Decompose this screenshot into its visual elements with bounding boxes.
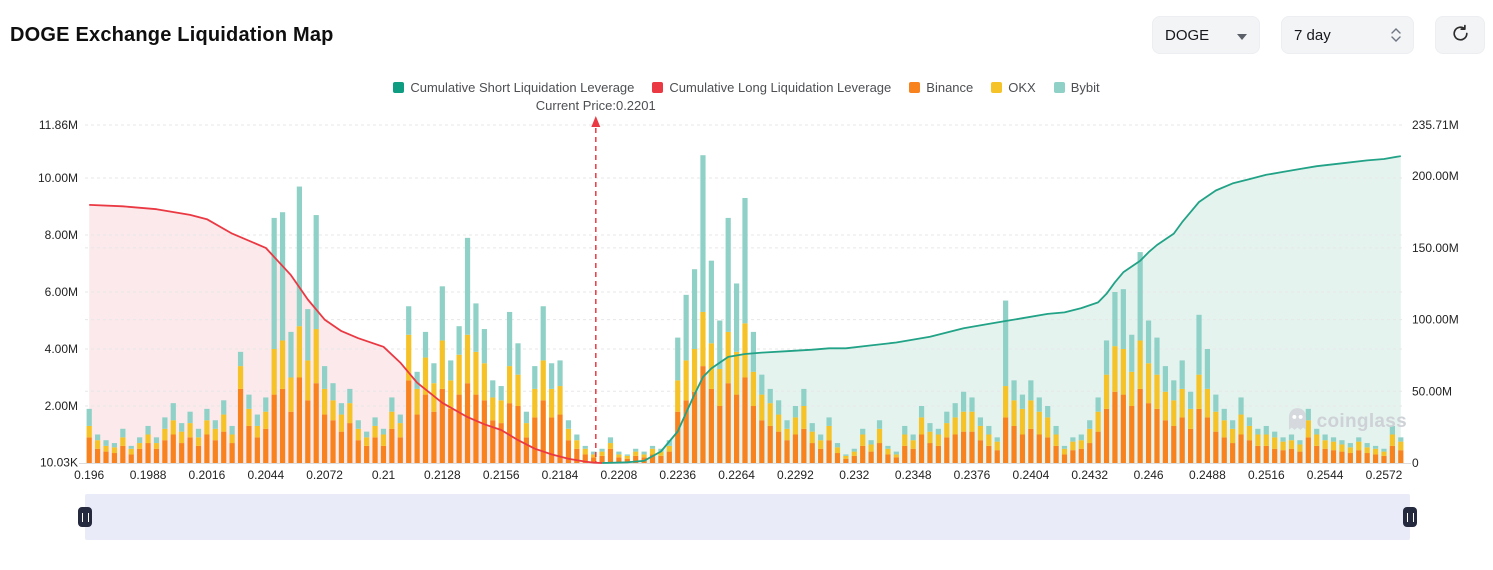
x-axis-label: 0.2128 <box>424 468 461 482</box>
current-price-arrow-icon <box>591 116 601 127</box>
header-controls: DOGE 7 day <box>1152 16 1485 54</box>
current-price-label: Current Price:0.2201 <box>535 98 656 113</box>
x-axis-label: 0.2376 <box>954 468 991 482</box>
grip-icon <box>1406 512 1414 522</box>
x-axis-label: 0.21 <box>372 468 396 482</box>
legend-item[interactable]: Binance <box>909 80 973 95</box>
x-axis-label: 0.246 <box>1134 468 1164 482</box>
timeframe-select[interactable]: 7 day <box>1281 16 1414 54</box>
legend-swatch <box>991 82 1003 93</box>
okx-bars <box>86 311 1404 459</box>
y-axis-left-label: 2.00M <box>45 399 78 413</box>
x-axis-label: 0.196 <box>74 468 104 482</box>
y-axis-right-label: 0 <box>1412 456 1419 470</box>
legend-item[interactable]: OKX <box>991 80 1036 95</box>
chart-canvas[interactable]: 11.86M 10.00M 8.00M 6.00M 4.00M 2.00M 10.03K 23… <box>0 115 1493 487</box>
x-axis-label: 0.2236 <box>659 468 696 482</box>
datazoom-right-handle[interactable] <box>1403 507 1417 527</box>
y-axis-right-label: 150.00M <box>1412 241 1459 255</box>
stepper-icons <box>1391 28 1401 42</box>
x-axis-label: 0.2264 <box>718 468 755 482</box>
x-axis-label: 0.2184 <box>542 468 579 482</box>
legend-swatch <box>393 82 405 93</box>
legend-item[interactable]: Cumulative Long Liquidation Leverage <box>652 80 891 95</box>
cumulative-long-line <box>89 204 603 464</box>
x-axis-label: 0.2016 <box>189 468 226 482</box>
y-axis-left-label: 6.00M <box>45 285 78 299</box>
y-axis-right-label: 100.00M <box>1412 313 1459 327</box>
legend-label: Cumulative Short Liquidation Leverage <box>410 80 635 95</box>
x-axis-label: 0.2348 <box>895 468 932 482</box>
x-axis-label: 0.2072 <box>306 468 343 482</box>
x-axis-label: 0.2488 <box>1189 468 1226 482</box>
legend-swatch <box>1053 82 1065 93</box>
coin-select-value: DOGE <box>1165 26 1210 44</box>
y-axis-right-label: 235.71M <box>1412 118 1459 132</box>
area-fill <box>89 204 603 463</box>
y-axis-left-label: 10.00M <box>38 171 78 185</box>
y-axis-left-label: 10.03K <box>40 456 78 470</box>
chevron-down-icon[interactable] <box>1391 36 1401 42</box>
legend: Cumulative Short Liquidation Leverage Cum… <box>0 80 1493 95</box>
legend-label: Binance <box>926 80 974 95</box>
page-title: DOGE Exchange Liquidation Map <box>10 23 334 46</box>
x-axis-label: 0.2432 <box>1071 468 1108 482</box>
legend-label: Bybit <box>1070 80 1100 95</box>
datazoom-left-handle[interactable] <box>78 507 92 527</box>
x-axis-label: 0.2516 <box>1248 468 1285 482</box>
legend-label: Cumulative Long Liquidation Leverage <box>669 80 892 95</box>
x-axis-label: 0.2544 <box>1307 468 1344 482</box>
legend-label: OKX <box>1008 80 1036 95</box>
datazoom-track[interactable] <box>78 494 1417 540</box>
watermark: coinglass <box>1285 406 1407 437</box>
legend-item[interactable]: Cumulative Short Liquidation Leverage <box>393 80 634 95</box>
refresh-button[interactable] <box>1435 16 1485 54</box>
header: DOGE Exchange Liquidation Map DOGE 7 day <box>10 16 1485 54</box>
x-axis-label: 0.2572 <box>1366 468 1403 482</box>
cumulative-short-line <box>602 155 1401 464</box>
x-axis-label: 0.2292 <box>777 468 814 482</box>
x-axis-label: 0.2404 <box>1013 468 1050 482</box>
grip-icon <box>81 512 89 522</box>
x-axis-label: 0.2044 <box>247 468 284 482</box>
x-axis-label: 0.2208 <box>601 468 638 482</box>
legend-swatch <box>909 82 921 93</box>
y-axis-left-label: 11.86M <box>39 118 78 132</box>
ghost-icon <box>1285 406 1310 437</box>
refresh-icon <box>1451 24 1470 46</box>
chevron-down-icon <box>1237 27 1247 44</box>
y-axis-right-label: 200.00M <box>1412 169 1459 183</box>
y-axis-right-label: 50.00M <box>1412 384 1452 398</box>
legend-swatch <box>652 82 664 93</box>
timeframe-select-value: 7 day <box>1294 26 1331 44</box>
chevron-up-icon[interactable] <box>1391 28 1401 34</box>
y-axis-left-label: 8.00M <box>45 228 78 242</box>
binance-bars <box>86 366 1404 463</box>
legend-item[interactable]: Bybit <box>1053 80 1100 95</box>
x-axis-label: 0.2156 <box>483 468 520 482</box>
x-axis-label: 0.232 <box>839 468 869 482</box>
coin-select[interactable]: DOGE <box>1152 16 1260 54</box>
y-axis-left-label: 4.00M <box>45 342 78 356</box>
bybit-bars <box>86 155 1404 456</box>
watermark-text: coinglass <box>1316 410 1407 432</box>
x-axis-label: 0.1988 <box>130 468 167 482</box>
